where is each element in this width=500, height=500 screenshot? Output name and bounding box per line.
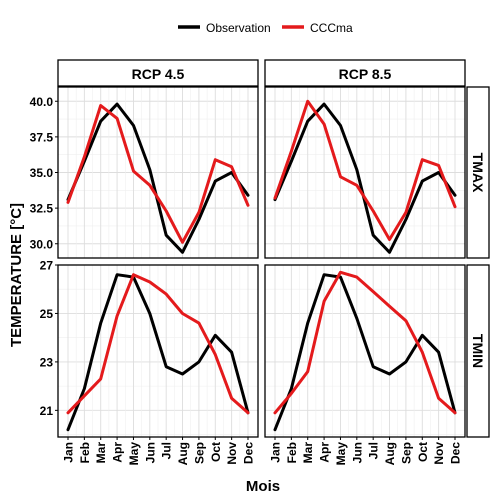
x-tick-label: Aug — [383, 442, 397, 465]
facet-strips: RCP 4.5 RCP 8.5 TMAX TMIN — [57, 59, 490, 438]
y-tick-label: 21 — [40, 404, 54, 418]
legend: Observation CCCma — [178, 21, 353, 35]
x-tick-label: Feb — [78, 442, 92, 463]
x-tick-label: Jan — [62, 442, 76, 463]
x-tick-label: Dec — [242, 442, 256, 464]
x-tick-label: Mar — [301, 442, 315, 464]
series-cccma-line — [66, 273, 250, 415]
legend-label-observation: Observation — [206, 21, 271, 35]
x-tick-label: Oct — [416, 442, 430, 462]
series-cccma-line — [273, 270, 457, 415]
x-tick-label: May — [127, 442, 141, 466]
x-tick-label: Sep — [192, 442, 206, 464]
y-tick-label: 27 — [40, 259, 54, 273]
x-tick-label: Aug — [176, 442, 190, 465]
y-axis-label: TEMPERATURE [°C] — [8, 203, 25, 347]
strip-row-1 — [466, 264, 490, 438]
series-observation-line — [66, 273, 250, 432]
y-tick-label: 37.5 — [30, 130, 54, 144]
x-tick-label: Jul — [367, 442, 381, 459]
series-observation-line — [66, 102, 250, 254]
y-tick-label: 30.0 — [30, 237, 54, 251]
series-observation-line — [273, 273, 457, 432]
strip-col-0 — [57, 59, 259, 87]
x-tick-label: Feb — [285, 442, 299, 463]
x-tick-label: Jan — [269, 442, 283, 463]
series-cccma-line — [66, 104, 250, 244]
strip-row-label-0: TMAX — [470, 153, 486, 193]
y-tick-label: 40.0 — [30, 95, 54, 109]
x-tick-label: Oct — [209, 442, 223, 462]
series-observation-line — [273, 102, 457, 254]
x-tick-label: Mar — [94, 442, 108, 464]
y-tick-label: 35.0 — [30, 166, 54, 180]
strip-col-1 — [264, 59, 466, 87]
x-axis: Jan Feb Mar Apr May Jun Jul Aug Sep Oct Nov Dec Jan F… — [62, 437, 463, 465]
x-tick-label: Apr — [318, 442, 332, 463]
strip-row-0 — [466, 86, 490, 259]
x-tick-label: Dec — [449, 442, 463, 464]
strip-row-label-1: TMIN — [470, 334, 486, 368]
y-tick-label: 25 — [40, 307, 54, 321]
x-tick-label: Nov — [225, 442, 239, 465]
strip-col-label-0: RCP 4.5 — [132, 66, 185, 82]
x-axis-label: Mois — [246, 478, 280, 495]
panel-tmin-0: 21 23 25 27 — [40, 259, 259, 438]
x-tick-label: Jun — [143, 442, 157, 463]
y-tick-label: 32.5 — [30, 202, 54, 216]
panel-border — [264, 264, 466, 438]
y-tick-label: 23 — [40, 355, 54, 369]
panel-border — [57, 264, 259, 438]
panel-tmax-1 — [264, 86, 466, 259]
x-tick-label: May — [334, 442, 348, 466]
strip-col-label-1: RCP 8.5 — [339, 66, 392, 82]
x-tick-label: Nov — [432, 442, 446, 465]
panel-tmin-1 — [264, 264, 466, 438]
panel-tmax-0: 30.0 32.5 35.0 37.5 40.0 — [30, 86, 259, 259]
panel-border — [264, 86, 466, 259]
x-tick-label: Jul — [160, 442, 174, 459]
legend-label-cccma: CCCma — [310, 21, 353, 35]
x-tick-label: Apr — [111, 442, 125, 463]
series-cccma-line — [273, 99, 457, 241]
x-tick-label: Jun — [350, 442, 364, 463]
facet-panels: 30.0 32.5 35.0 37.5 40.0 21 23 25 27 — [30, 86, 466, 438]
x-tick-label: Sep — [399, 442, 413, 464]
